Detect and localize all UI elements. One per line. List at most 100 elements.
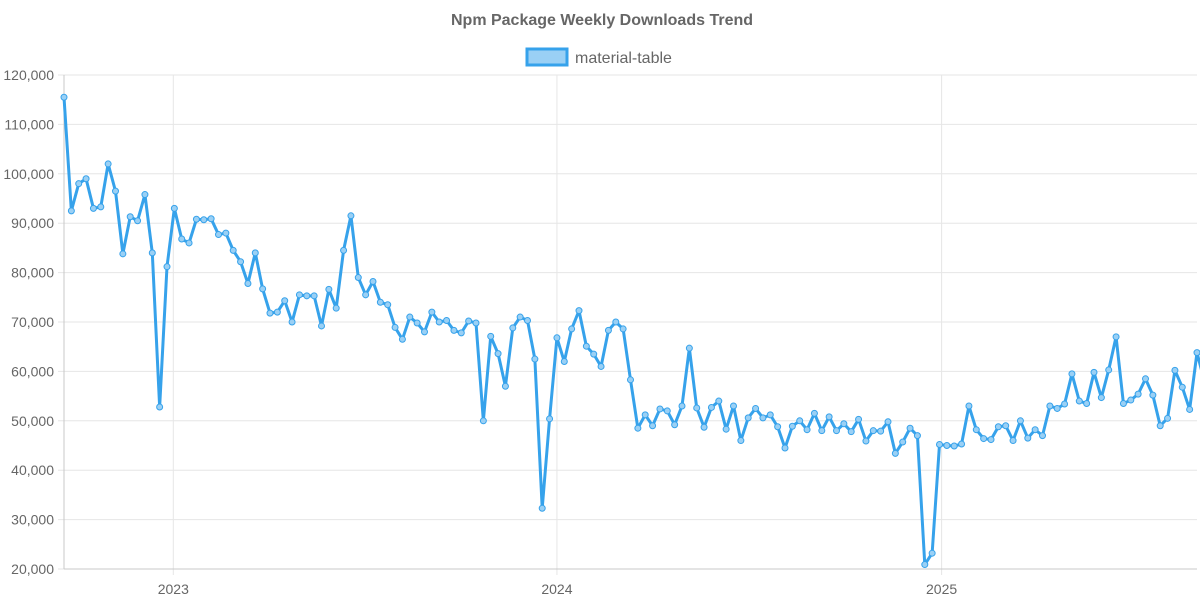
data-point[interactable] xyxy=(796,417,804,425)
data-point[interactable] xyxy=(384,301,392,309)
data-point[interactable] xyxy=(744,414,752,422)
data-point[interactable] xyxy=(1186,405,1194,413)
data-point[interactable] xyxy=(833,427,840,435)
data-point[interactable] xyxy=(612,318,620,326)
data-point[interactable] xyxy=(1061,400,1069,408)
data-point[interactable] xyxy=(619,325,627,333)
data-point[interactable] xyxy=(531,355,539,363)
data-point[interactable] xyxy=(251,249,259,257)
data-point[interactable] xyxy=(1112,333,1120,341)
data-point[interactable] xyxy=(501,382,509,390)
data-point[interactable] xyxy=(178,235,186,243)
data-point[interactable] xyxy=(185,239,193,247)
data-point[interactable] xyxy=(1193,349,1200,357)
data-point[interactable] xyxy=(273,308,281,316)
data-point[interactable] xyxy=(538,504,546,512)
data-point[interactable] xyxy=(693,404,701,412)
data-point[interactable] xyxy=(1002,422,1010,430)
data-point[interactable] xyxy=(641,411,649,419)
data-point[interactable] xyxy=(818,427,826,435)
data-point[interactable] xyxy=(766,411,774,419)
legend-swatch[interactable] xyxy=(525,47,569,67)
data-point[interactable] xyxy=(509,324,517,332)
data-point[interactable] xyxy=(891,449,899,457)
data-point[interactable] xyxy=(575,307,583,315)
data-point[interactable] xyxy=(987,436,995,444)
data-point[interactable] xyxy=(207,215,215,223)
data-point[interactable] xyxy=(781,444,789,452)
data-point[interactable] xyxy=(1024,434,1032,442)
data-point[interactable] xyxy=(237,258,245,266)
data-point[interactable] xyxy=(112,187,119,195)
data-point[interactable] xyxy=(936,441,943,449)
data-point[interactable] xyxy=(877,427,885,435)
data-point[interactable] xyxy=(516,313,524,321)
data-point[interactable] xyxy=(1178,383,1186,391)
data-point[interactable] xyxy=(1083,400,1091,408)
data-point[interactable] xyxy=(141,191,149,199)
data-point[interactable] xyxy=(906,424,914,432)
data-point[interactable] xyxy=(97,203,105,211)
data-point[interactable] xyxy=(163,263,171,271)
data-point[interactable] xyxy=(244,279,252,287)
data-point[interactable] xyxy=(1009,437,1017,445)
data-point[interactable] xyxy=(707,403,715,411)
data-point[interactable] xyxy=(1075,397,1083,405)
data-point[interactable] xyxy=(590,350,598,358)
data-point[interactable] xyxy=(1171,366,1179,374)
data-point[interactable] xyxy=(332,304,340,312)
data-point[interactable] xyxy=(730,402,737,410)
data-point[interactable] xyxy=(810,409,818,417)
data-point[interactable] xyxy=(413,319,421,327)
data-point[interactable] xyxy=(465,317,473,325)
data-point[interactable] xyxy=(928,549,936,557)
data-point[interactable] xyxy=(472,319,480,327)
legend-label[interactable]: material-table xyxy=(575,50,672,67)
data-point[interactable] xyxy=(678,402,686,410)
data-point[interactable] xyxy=(913,432,921,440)
data-point[interactable] xyxy=(1142,375,1149,383)
data-point[interactable] xyxy=(700,423,708,431)
data-point[interactable] xyxy=(1105,366,1113,374)
data-point[interactable] xyxy=(656,405,664,413)
data-point[interactable] xyxy=(1039,432,1046,440)
data-point[interactable] xyxy=(318,322,325,330)
data-point[interactable] xyxy=(215,231,222,239)
data-point[interactable] xyxy=(443,317,451,325)
data-point[interactable] xyxy=(803,426,811,434)
data-point[interactable] xyxy=(376,298,384,306)
data-point[interactable] xyxy=(67,207,75,215)
data-point[interactable] xyxy=(192,215,200,223)
data-point[interactable] xyxy=(1156,422,1164,430)
data-point[interactable] xyxy=(752,404,760,412)
data-point[interactable] xyxy=(994,423,1002,431)
data-point[interactable] xyxy=(825,413,833,421)
data-point[interactable] xyxy=(715,397,723,405)
data-point[interactable] xyxy=(82,175,90,183)
data-point[interactable] xyxy=(582,342,590,350)
data-point[interactable] xyxy=(340,246,348,254)
data-point[interactable] xyxy=(685,344,693,352)
data-point[interactable] xyxy=(847,428,855,436)
data-point[interactable] xyxy=(354,274,362,282)
data-point[interactable] xyxy=(200,216,208,224)
data-point[interactable] xyxy=(156,403,164,411)
data-point[interactable] xyxy=(788,422,796,430)
data-point[interactable] xyxy=(634,424,642,432)
data-point[interactable] xyxy=(965,402,973,410)
data-point[interactable] xyxy=(597,362,605,370)
data-point[interactable] xyxy=(1119,400,1127,408)
data-point[interactable] xyxy=(884,418,892,426)
data-point[interactable] xyxy=(479,417,487,425)
data-point[interactable] xyxy=(222,229,230,237)
data-point[interactable] xyxy=(649,422,657,430)
data-point[interactable] xyxy=(89,204,97,212)
legend[interactable]: material-table xyxy=(525,47,672,67)
data-point[interactable] xyxy=(295,291,303,299)
data-point[interactable] xyxy=(362,291,370,299)
data-point[interactable] xyxy=(862,437,870,445)
data-point[interactable] xyxy=(457,329,465,337)
data-point[interactable] xyxy=(1149,391,1157,399)
data-point[interactable] xyxy=(170,204,178,212)
data-point[interactable] xyxy=(869,427,877,435)
